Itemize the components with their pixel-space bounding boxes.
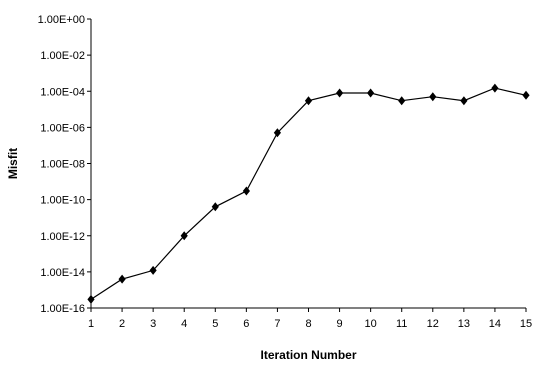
series-layer [87,83,530,304]
x-tick-label: 11 [396,318,407,330]
y-tick-label: 1.00E-14 [40,267,85,279]
x-tick-label: 7 [274,318,280,330]
data-point-marker [367,88,375,98]
y-axis-title: Misfit [6,148,20,179]
y-tick-label: 1.00E-10 [40,195,85,207]
y-tick-label: 1.00E-06 [40,122,85,134]
y-tick-label: 1.00E-04 [40,86,85,98]
data-point-marker [87,294,95,304]
data-point-marker [460,96,468,106]
x-tick-label: 3 [150,318,156,330]
x-tick-label: 4 [181,318,187,330]
x-tick-label: 1 [88,318,94,330]
y-axis: 1.00E+00 1.00E-02 1.00E-04 1.00E-06 1.00E-08… [38,14,92,315]
data-point-marker [211,202,219,212]
y-tick-label: 1.00E-12 [40,231,85,243]
series-line [90,87,527,300]
data-point-marker [491,83,499,93]
data-point-marker [429,92,437,102]
x-tick-label: 13 [458,318,470,330]
data-point-marker [522,90,530,100]
y-tick-label: 1.00E+00 [38,14,85,26]
y-tick-label: 1.00E-08 [40,159,85,171]
x-tick-label: 6 [243,318,249,330]
y-tick-label: 1.00E-16 [40,303,85,315]
x-axis: 1 2 3 4 5 6 7 8 9 10 11 12 13 14 15 [88,307,532,330]
x-tick-label: 5 [212,318,218,330]
data-point-marker [242,186,250,196]
data-point-marker [118,274,126,284]
x-tick-label: 10 [365,318,377,330]
data-point-marker [398,96,406,106]
data-point-marker [149,265,157,275]
x-tick-label: 2 [119,318,125,330]
x-tick-label: 9 [337,318,343,330]
data-point-marker [273,128,281,138]
x-tick-label: 8 [305,318,311,330]
y-tick-label: 1.00E-02 [40,50,85,62]
x-tick-label: 15 [520,318,532,330]
data-point-marker [304,96,313,106]
x-axis-title: Iteration Number [260,348,356,362]
x-tick-label: 12 [427,318,439,330]
data-point-marker [180,231,188,241]
data-point-marker [336,88,344,98]
x-tick-label: 14 [489,318,501,330]
